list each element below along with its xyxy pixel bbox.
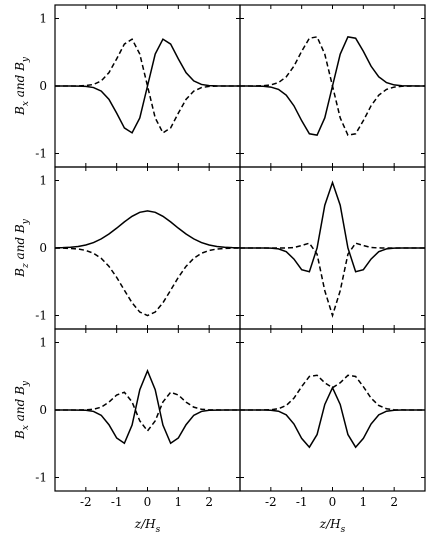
y-tick-label: 0 xyxy=(39,403,47,417)
x-tick-label: 2 xyxy=(390,495,398,509)
x-tick-label: -1 xyxy=(296,495,308,509)
y-tick-label: -1 xyxy=(35,470,47,484)
dashed-line xyxy=(55,391,240,433)
dashed-line xyxy=(240,36,425,136)
y-axis-label: Bx and By xyxy=(13,56,31,116)
x-tick-label: 0 xyxy=(329,495,337,509)
x-axis-label: z/Hs xyxy=(319,517,346,535)
y-axis-label: Bz and By xyxy=(13,218,31,278)
x-tick-label: 2 xyxy=(205,495,213,509)
solid-line xyxy=(55,38,240,134)
panel-frame xyxy=(239,328,426,492)
dashed-line xyxy=(240,374,425,411)
dashed-line xyxy=(55,38,240,134)
y-tick-label: 0 xyxy=(39,241,47,255)
x-tick-label: 1 xyxy=(360,495,368,509)
y-tick-label: 1 xyxy=(39,11,47,25)
x-tick-label: -2 xyxy=(80,495,92,509)
x-tick-label: -1 xyxy=(111,495,123,509)
solid-line xyxy=(55,210,240,249)
y-axis-label: Bx and By xyxy=(13,380,31,440)
dashed-line xyxy=(55,247,240,317)
panel-frame xyxy=(54,166,241,330)
x-tick-label: 1 xyxy=(175,495,183,509)
y-tick-label: 0 xyxy=(39,79,47,93)
dashed-line xyxy=(240,242,425,319)
y-tick-label: 1 xyxy=(39,173,47,187)
solid-line xyxy=(55,368,240,445)
y-tick-label: 1 xyxy=(39,335,47,349)
y-tick-label: -1 xyxy=(35,308,47,322)
y-tick-label: -1 xyxy=(35,146,47,160)
x-tick-label: -2 xyxy=(265,495,277,509)
solid-line xyxy=(240,180,425,273)
x-tick-label: 0 xyxy=(144,495,152,509)
solid-line xyxy=(240,385,425,449)
x-axis-label: z/Hs xyxy=(134,517,161,535)
